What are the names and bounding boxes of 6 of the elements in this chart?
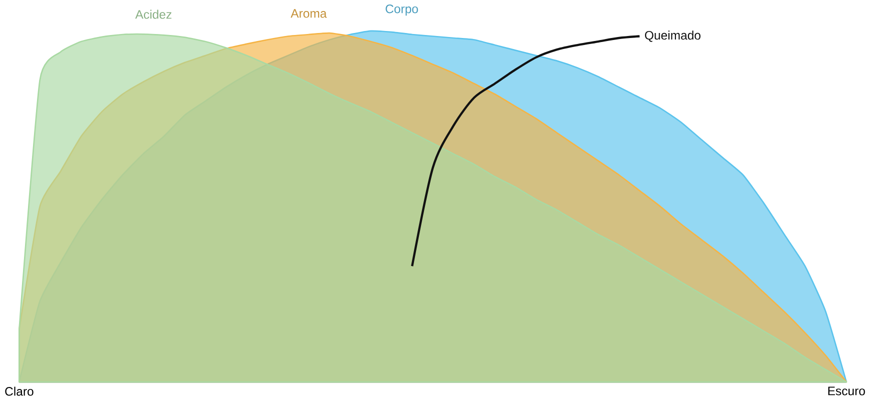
x-tick-label: Claro — [5, 386, 34, 396]
x-tick-label: Escuro — [828, 386, 865, 396]
series-label: Queimado — [644, 30, 700, 42]
series-label: Acidez — [135, 10, 172, 19]
series-label: Aroma — [290, 9, 327, 18]
series-label: Corpo — [386, 4, 418, 16]
